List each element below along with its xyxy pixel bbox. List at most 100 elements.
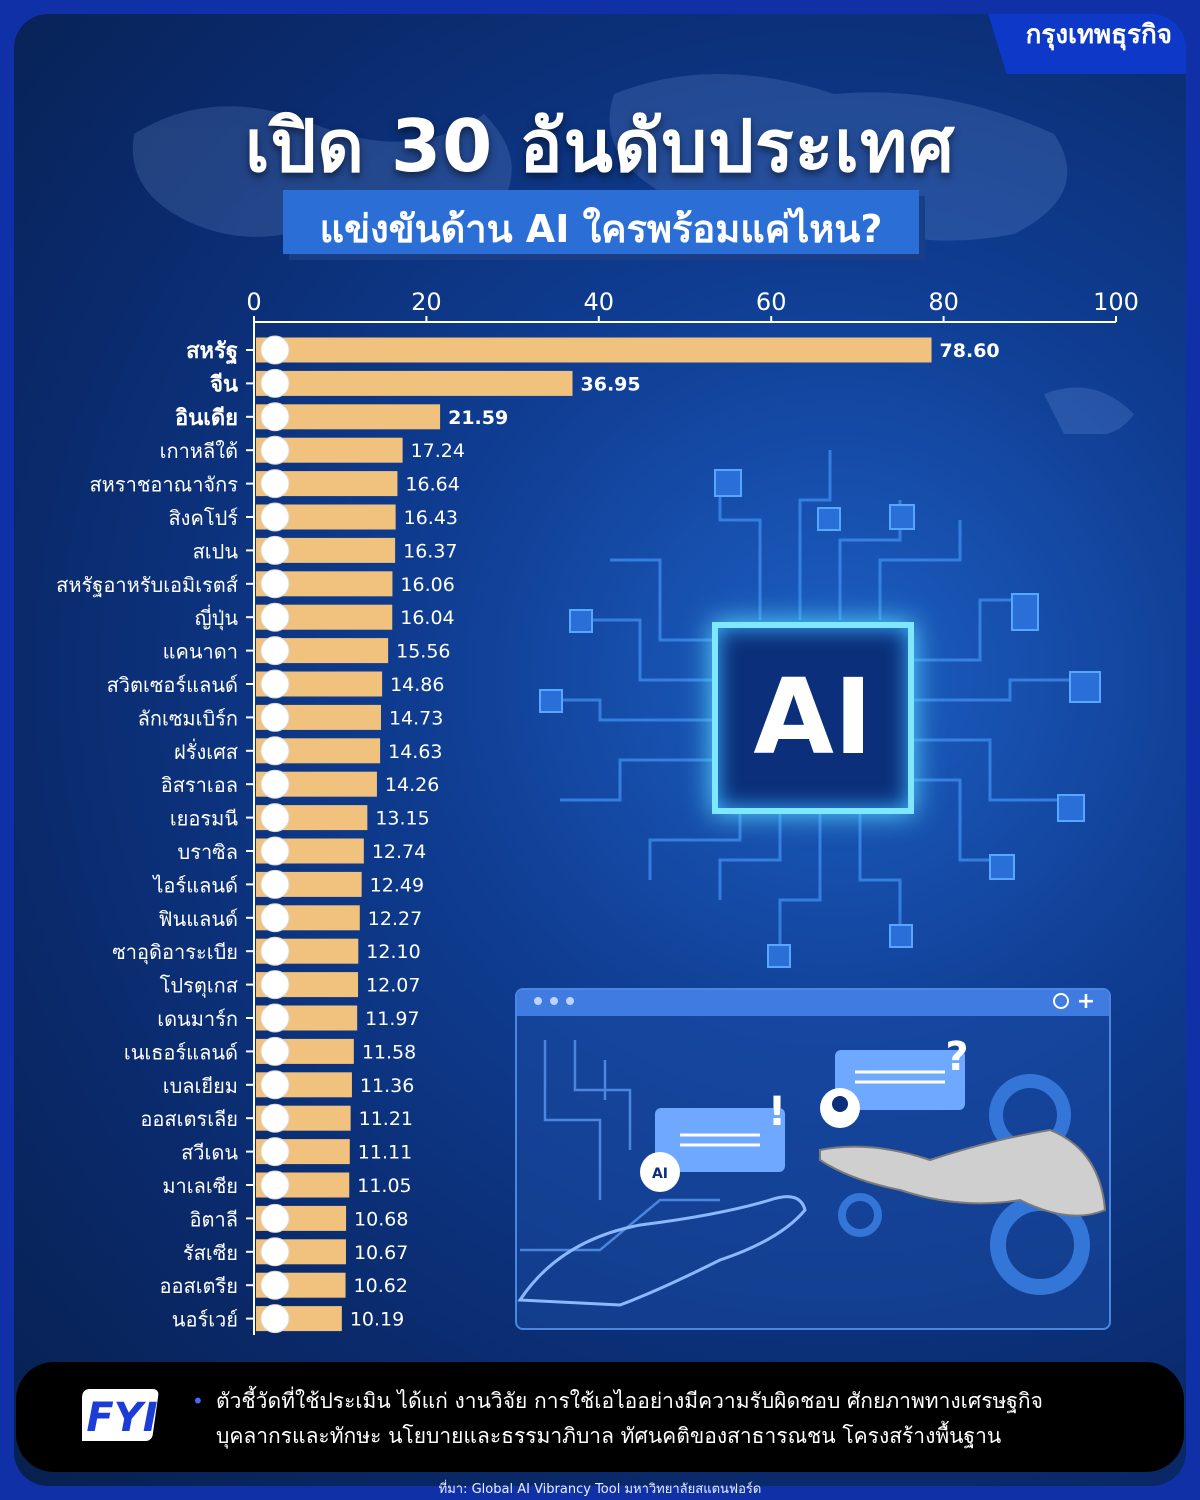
- value-label: 17.24: [411, 440, 465, 462]
- ai-avatar: [640, 1152, 680, 1192]
- window-dot-icon: [566, 997, 574, 1005]
- malaysia-flag-icon: [260, 1170, 290, 1200]
- category-label: สวีเดน: [181, 1141, 238, 1165]
- category-label: อิตาลี: [190, 1207, 239, 1231]
- fyi-bullet: •: [192, 1389, 204, 1413]
- category-label: สวิตเซอร์แลนด์: [107, 673, 238, 697]
- ireland-flag-icon: [260, 869, 290, 899]
- value-label: 11.05: [357, 1175, 411, 1197]
- x-tick-label: 60: [756, 288, 787, 316]
- finland-flag-icon: [260, 903, 290, 933]
- x-tick-label: 80: [928, 288, 959, 316]
- source-note: ที่มา: Global AI Vibrancy Tool มหาวิทยาล…: [438, 1482, 762, 1497]
- value-label: 11.21: [359, 1108, 413, 1130]
- value-label: 14.73: [389, 707, 443, 729]
- value-label: 11.36: [360, 1075, 414, 1097]
- ui-window-titlebar: [517, 990, 1109, 1016]
- category-label: สหรัฐอาหรับเอมิเรตส์: [56, 573, 238, 597]
- italy-flag-icon: [260, 1203, 290, 1233]
- category-label: บราซิล: [178, 840, 239, 864]
- brazil-flag-icon: [260, 836, 290, 866]
- australia-flag-icon: [260, 1103, 290, 1133]
- category-label: ซาอุดิอาระเบีย: [112, 940, 238, 965]
- norway-flag-icon: [260, 1304, 290, 1334]
- bar: [256, 337, 932, 363]
- spain-flag-icon: [260, 535, 290, 565]
- ai-chip-label: AI: [753, 656, 873, 778]
- bar-chart: 0 20 40 60 80 100 สหรัฐ 78.60 จีน 36.95 อินเดีย 21.…: [56, 288, 1139, 1335]
- category-label: แคนาดา: [163, 640, 238, 664]
- category-label: เบลเยียม: [163, 1074, 238, 1098]
- window-dot-icon: [550, 997, 558, 1005]
- singapore-flag-icon: [260, 502, 290, 532]
- gear-icon: [838, 1193, 882, 1237]
- switzerland-flag-icon: [260, 669, 290, 699]
- canada-flag-icon: [260, 636, 290, 666]
- india-flag-icon: [260, 402, 290, 432]
- netherlands-flag-icon: [260, 1036, 290, 1066]
- human-hand: [819, 1128, 1107, 1217]
- category-label: สหรัฐ: [186, 339, 238, 365]
- japan-flag-icon: [260, 602, 290, 632]
- value-label: 16.64: [405, 474, 459, 496]
- category-label: ออสเตรเลีย: [140, 1107, 238, 1131]
- category-label: เดนมาร์ก: [157, 1007, 238, 1031]
- value-label: 14.63: [388, 741, 442, 763]
- category-label: เยอรมนี: [170, 807, 238, 831]
- fyi-bar: [16, 1362, 1184, 1472]
- value-label: 10.62: [354, 1275, 408, 1297]
- category-label: อินเดีย: [175, 406, 238, 431]
- fyi-logo: FYI: [82, 1389, 159, 1441]
- uae-flag-icon: [260, 569, 290, 599]
- value-label: 14.26: [385, 774, 439, 796]
- value-label: 10.68: [354, 1208, 408, 1230]
- portugal-flag-icon: [260, 970, 290, 1000]
- bar: [256, 370, 573, 396]
- denmark-flag-icon: [260, 1003, 290, 1033]
- category-label: โปรตุเกส: [160, 974, 238, 999]
- ai-chip: AI: [712, 622, 914, 814]
- value-label: 11.58: [362, 1041, 416, 1063]
- fyi-text-line2: บุคลากรและทักษะ นโยบายและธรรมาภิบาล ทัศน…: [216, 1424, 1002, 1448]
- category-label: ฟินแลนด์: [158, 907, 238, 931]
- category-label: ฝรั่งเศส: [174, 738, 238, 764]
- luxembourg-flag-icon: [260, 702, 290, 732]
- category-label: อิสราเอล: [161, 773, 238, 797]
- brand-tab: [988, 14, 1186, 74]
- speech-bubble: [655, 1108, 785, 1172]
- korea-flag-icon: [260, 435, 290, 465]
- value-label: 15.56: [396, 641, 450, 663]
- value-label: 36.95: [581, 373, 641, 395]
- value-label: 14.86: [390, 674, 444, 696]
- china-flag-icon: [260, 368, 290, 398]
- plus-icon: +: [1077, 989, 1095, 1014]
- value-label: 16.04: [400, 607, 454, 629]
- chevron-down-icon: [1053, 993, 1069, 1009]
- value-label: 11.11: [358, 1142, 412, 1164]
- category-label: ลักเซมเบิร์ก: [138, 706, 238, 730]
- category-label: สหราชอาณาจักร: [89, 473, 238, 497]
- value-label: 12.49: [370, 874, 424, 896]
- subtitle-box: แข่งขันด้าน AI ใครพร้อมแค่ไหน?: [283, 190, 919, 254]
- category-label: เกาหลีใต้: [160, 439, 238, 463]
- value-label: 12.10: [366, 941, 420, 963]
- value-label: 10.67: [354, 1242, 408, 1264]
- value-label: 12.74: [372, 841, 426, 863]
- value-label: 13.15: [375, 808, 429, 830]
- austria-flag-icon: [260, 1270, 290, 1300]
- us-flag-icon: [260, 335, 290, 365]
- value-label: 21.59: [448, 407, 508, 429]
- x-tick-label: 40: [584, 288, 615, 316]
- category-label: นอร์เวย์: [172, 1308, 238, 1332]
- page-subtitle: แข่งขันด้าน AI ใครพร้อมแค่ไหน?: [319, 207, 883, 251]
- value-label: 12.27: [368, 908, 422, 930]
- category-label: มาเลเซีย: [162, 1174, 238, 1198]
- category-label: เนเธอร์แลนด์: [124, 1040, 238, 1064]
- category-label: ญี่ปุ่น: [195, 604, 239, 631]
- israel-flag-icon: [260, 769, 290, 799]
- value-label: 11.97: [365, 1008, 419, 1030]
- category-label: รัสเซีย: [183, 1241, 238, 1265]
- x-tick-label: 100: [1093, 288, 1139, 316]
